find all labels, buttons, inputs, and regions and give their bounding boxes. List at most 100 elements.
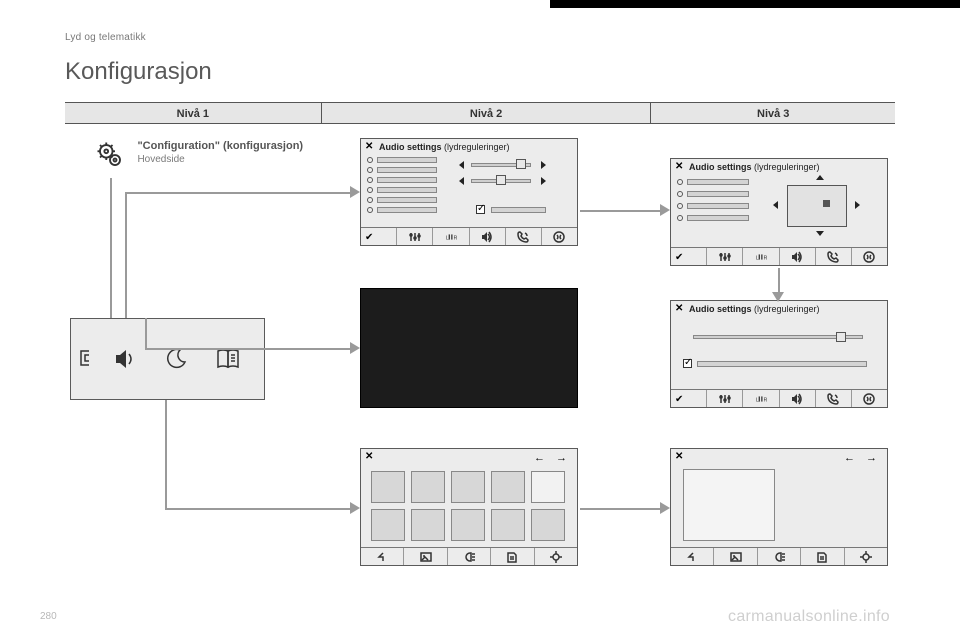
speaker-wave-icon[interactable]: [470, 228, 506, 245]
voice-icon[interactable]: [852, 248, 887, 265]
balance-lr-icon[interactable]: LR: [433, 228, 469, 245]
configuration-subtitle: Hovedside: [137, 154, 303, 165]
close-icon[interactable]: ✕: [675, 303, 683, 314]
phone-icon[interactable]: [506, 228, 542, 245]
headlight-icon[interactable]: [758, 548, 801, 565]
panel-title: Audio settings (lydreguleringer): [689, 162, 820, 172]
close-icon[interactable]: ✕: [675, 161, 683, 172]
level-header-row: Nivå 1 Nivå 2 Nivå 3: [65, 102, 895, 124]
panel-title: Audio settings (lydreguleringer): [379, 142, 510, 152]
breadcrumb: Lyd og telematikk: [65, 32, 146, 43]
arrow-up-icon[interactable]: [816, 175, 824, 180]
arrow-right-icon[interactable]: [541, 161, 546, 169]
image-icon[interactable]: [404, 548, 447, 565]
back-icon[interactable]: [361, 548, 404, 565]
target-icon[interactable]: [845, 548, 887, 565]
close-icon[interactable]: ✕: [675, 451, 683, 462]
level-1-header: Nivå 1: [65, 103, 322, 123]
flow-line: [305, 508, 355, 510]
dark-panel[interactable]: [360, 288, 578, 408]
header-black-bar: [550, 0, 960, 8]
audio-toolbar: LR: [671, 389, 887, 407]
audio-settings-panel-3[interactable]: ✕ Audio settings (lydreguleringer) ✔ LR: [670, 300, 888, 408]
flow-line: [305, 192, 355, 194]
gear-icon: [95, 140, 125, 175]
arrow-right-icon: [350, 502, 362, 514]
flow-line: [165, 400, 167, 508]
volume-slider[interactable]: [693, 335, 863, 339]
arrow-right-icon[interactable]: [855, 201, 860, 209]
grid-panel[interactable]: ✕ ← →: [360, 448, 578, 566]
speaker-wave-icon[interactable]: [780, 248, 816, 265]
flow-line: [580, 210, 665, 212]
watermark: carmanualsonline.info: [728, 608, 890, 626]
preview-area: [683, 469, 775, 541]
arrow-down-icon[interactable]: [816, 231, 824, 236]
arrow-right-icon: [660, 502, 672, 514]
arrow-left-icon[interactable]: [459, 161, 464, 169]
svg-text:R: R: [453, 235, 456, 241]
speaker-icon[interactable]: [113, 347, 137, 371]
grid-toolbar: [671, 547, 887, 565]
phone-icon[interactable]: [816, 248, 852, 265]
level-2-header: Nivå 2: [322, 103, 652, 123]
voice-icon[interactable]: [542, 228, 577, 245]
configuration-header: "Configuration" (konfigurasjon) Hovedsid…: [95, 140, 303, 175]
arrow-right-icon[interactable]: [541, 177, 546, 185]
manual-icon[interactable]: [801, 548, 844, 565]
flow-line: [165, 508, 305, 510]
book-icon[interactable]: [215, 347, 241, 371]
flow-line: [125, 192, 305, 194]
checkbox[interactable]: [476, 205, 485, 214]
balance-lr-icon[interactable]: LR: [743, 248, 779, 265]
close-icon[interactable]: ✕: [365, 141, 373, 152]
audio-toolbar: LR: [671, 247, 887, 265]
arrow-down-icon: [772, 292, 784, 304]
level1-main-panel[interactable]: [70, 318, 265, 400]
arrow-left-icon[interactable]: [773, 201, 778, 209]
balance-lr-icon[interactable]: LR: [743, 390, 779, 407]
audio-settings-panel-1[interactable]: ✕ Audio settings (lydreguleringer) ✔ LR: [360, 138, 578, 246]
svg-text:R: R: [763, 255, 766, 261]
page: Lyd og telematikk Konfigurasjon Nivå 1 N…: [0, 0, 960, 640]
audio-settings-panel-2[interactable]: ✕ Audio settings (lydreguleringer) ✔ LR: [670, 158, 888, 266]
svg-text:L: L: [446, 235, 449, 241]
phone-icon[interactable]: [816, 390, 852, 407]
arrow-left-icon[interactable]: [459, 177, 464, 185]
page-number: 280: [40, 611, 57, 622]
screen-icon: [77, 349, 91, 369]
arrow-right-icon: [350, 186, 362, 198]
speaker-wave-icon[interactable]: [780, 390, 816, 407]
audio-toolbar: LR: [361, 227, 577, 245]
back-icon[interactable]: [671, 548, 714, 565]
manual-icon[interactable]: [491, 548, 534, 565]
flow-line: [145, 348, 305, 350]
target-icon[interactable]: [535, 548, 577, 565]
svg-text:L: L: [756, 397, 759, 403]
level-3-header: Nivå 3: [651, 103, 895, 123]
grid-toolbar: [361, 547, 577, 565]
close-icon[interactable]: ✕: [365, 451, 373, 462]
nav-arrows[interactable]: ← →: [534, 452, 571, 464]
svg-text:R: R: [763, 397, 766, 403]
flow-line: [110, 178, 112, 318]
flow-line: [125, 192, 127, 318]
nav-arrows[interactable]: ← →: [844, 452, 881, 464]
headlight-icon[interactable]: [448, 548, 491, 565]
flow-line: [580, 508, 665, 510]
svg-text:L: L: [756, 255, 759, 261]
arrow-right-icon: [350, 342, 362, 354]
page-title: Konfigurasjon: [65, 58, 212, 86]
equalizer-icon[interactable]: [397, 228, 433, 245]
checkbox[interactable]: [683, 359, 692, 368]
voice-icon[interactable]: [852, 390, 887, 407]
moon-icon[interactable]: [165, 347, 189, 371]
grid-detail-panel[interactable]: ✕ ← →: [670, 448, 888, 566]
balance-grid[interactable]: [787, 185, 847, 227]
image-icon[interactable]: [714, 548, 757, 565]
configuration-title: "Configuration" (konfigurasjon): [137, 140, 303, 152]
arrow-right-icon: [660, 204, 672, 216]
equalizer-icon[interactable]: [707, 390, 743, 407]
equalizer-icon[interactable]: [707, 248, 743, 265]
panel-title: Audio settings (lydreguleringer): [689, 304, 820, 314]
